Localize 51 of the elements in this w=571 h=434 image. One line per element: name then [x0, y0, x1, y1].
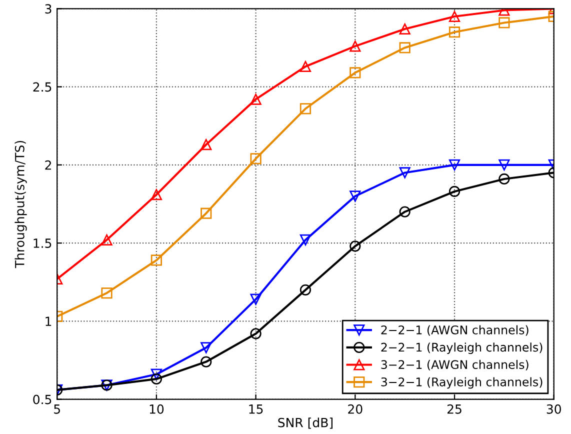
legend-label: 3−2−1 (AWGN channels)	[381, 360, 528, 370]
point	[399, 42, 410, 54]
point	[300, 103, 312, 114]
legend-label: 3−2−1 (Rayleigh channels)	[381, 377, 542, 389]
x-tick-label: 30	[546, 404, 561, 414]
point	[498, 17, 510, 28]
point	[399, 206, 410, 218]
point	[150, 368, 162, 380]
point	[200, 356, 212, 368]
point	[448, 10, 460, 22]
point	[498, 159, 510, 170]
point	[399, 23, 410, 35]
point	[350, 190, 361, 202]
point	[448, 26, 460, 38]
point	[350, 67, 361, 78]
point	[250, 328, 262, 340]
point	[399, 167, 410, 178]
x-tick-label: 20	[348, 404, 362, 414]
point	[448, 186, 460, 198]
point	[200, 139, 212, 150]
point	[350, 240, 361, 252]
point	[300, 234, 312, 246]
point	[250, 294, 262, 305]
x-tick-label: 25	[447, 404, 462, 414]
legend-label: 2−2−1 (Rayleigh channels)	[381, 342, 542, 354]
point	[250, 153, 262, 164]
y-axis-title: Throughput(sym/TS)	[14, 140, 27, 268]
y-tick-label: 1	[46, 316, 52, 326]
point	[300, 284, 312, 296]
y-tick-label: 2.5	[33, 82, 52, 92]
point	[350, 40, 361, 52]
point	[250, 94, 262, 105]
point	[150, 254, 162, 266]
x-axis-title: SNR [dB]	[278, 418, 333, 429]
point	[150, 189, 162, 200]
y-tick-label: 2	[45, 160, 51, 170]
y-tick-label: 1.5	[34, 238, 52, 248]
point	[101, 287, 112, 299]
legend-label: 2−2−1 (AWGN channels)	[381, 325, 528, 336]
y-tick-label: 3	[45, 4, 52, 14]
point	[150, 373, 162, 385]
x-tick-label: 5	[54, 404, 60, 414]
x-tick-label: 10	[150, 404, 164, 414]
y-tick-label: 0.5	[33, 394, 52, 404]
point	[498, 173, 510, 185]
x-tick-label: 15	[249, 404, 263, 414]
point	[448, 159, 460, 170]
point	[101, 234, 112, 246]
point	[300, 60, 312, 72]
point	[200, 208, 212, 219]
point	[200, 342, 212, 354]
